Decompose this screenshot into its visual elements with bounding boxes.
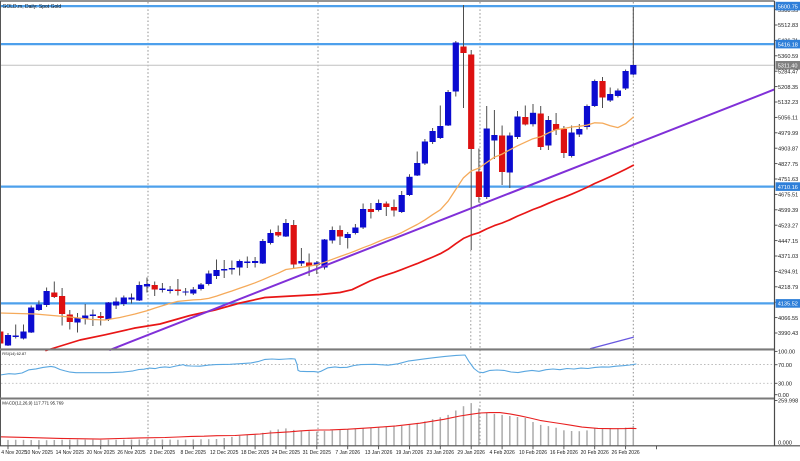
svg-text:4751.63: 4751.63 bbox=[778, 177, 798, 183]
svg-text:5132.23: 5132.23 bbox=[778, 100, 798, 106]
svg-text:5600.75: 5600.75 bbox=[778, 4, 798, 10]
svg-text:8 Dec 2025: 8 Dec 2025 bbox=[181, 450, 207, 456]
svg-text:GOLD.m, Daily: Spot Gold: GOLD.m, Daily: Spot Gold bbox=[3, 4, 62, 10]
svg-text:31 Dec 2025: 31 Dec 2025 bbox=[303, 450, 332, 456]
svg-text:5056.11: 5056.11 bbox=[778, 116, 798, 122]
svg-text:70.00: 70.00 bbox=[778, 363, 792, 369]
svg-text:4135.52: 4135.52 bbox=[778, 302, 798, 308]
svg-text:16 Feb 2026: 16 Feb 2026 bbox=[550, 450, 578, 456]
svg-text:18 Dec 2025: 18 Dec 2025 bbox=[241, 450, 270, 456]
svg-text:4 Nov 2025: 4 Nov 2025 bbox=[1, 450, 27, 456]
svg-text:14 Nov 2025: 14 Nov 2025 bbox=[56, 450, 85, 456]
svg-text:5360.59: 5360.59 bbox=[778, 54, 798, 60]
svg-text:259.998: 259.998 bbox=[778, 399, 798, 405]
svg-text:3990.43: 3990.43 bbox=[778, 331, 798, 337]
svg-text:20 Feb 2026: 20 Feb 2026 bbox=[581, 450, 609, 456]
svg-text:4371.03: 4371.03 bbox=[778, 254, 798, 260]
svg-text:5416.18: 5416.18 bbox=[778, 42, 798, 48]
svg-text:29 Jan 2026: 29 Jan 2026 bbox=[457, 450, 485, 456]
svg-text:4903.87: 4903.87 bbox=[778, 146, 798, 152]
svg-text:4447.15: 4447.15 bbox=[778, 239, 798, 245]
svg-text:26 Nov 2025: 26 Nov 2025 bbox=[117, 450, 146, 456]
svg-text:5512.83: 5512.83 bbox=[778, 23, 798, 29]
svg-text:4218.79: 4218.79 bbox=[778, 285, 798, 291]
svg-text:4710.16: 4710.16 bbox=[778, 185, 798, 191]
svg-text:5284.47: 5284.47 bbox=[778, 69, 798, 75]
svg-text:4294.91: 4294.91 bbox=[778, 270, 798, 276]
svg-text:100.00: 100.00 bbox=[778, 350, 795, 356]
svg-text:13 Jan 2026: 13 Jan 2026 bbox=[365, 450, 393, 456]
svg-text:MACD(12,26,9) 117.771 95.769: MACD(12,26,9) 117.771 95.769 bbox=[2, 401, 64, 406]
svg-text:19 Jan 2026: 19 Jan 2026 bbox=[396, 450, 424, 456]
svg-text:0.00: 0.00 bbox=[778, 393, 789, 399]
svg-text:7 Jan 2026: 7 Jan 2026 bbox=[335, 450, 360, 456]
svg-text:4979.99: 4979.99 bbox=[778, 131, 798, 137]
svg-text:5208.35: 5208.35 bbox=[778, 85, 798, 91]
svg-text:23 Jan 2026: 23 Jan 2026 bbox=[427, 450, 455, 456]
svg-text:4523.27: 4523.27 bbox=[778, 223, 798, 229]
svg-text:2 Dec 2025: 2 Dec 2025 bbox=[150, 450, 176, 456]
svg-text:4599.39: 4599.39 bbox=[778, 208, 798, 214]
svg-text:4827.75: 4827.75 bbox=[778, 162, 798, 168]
svg-text:4675.51: 4675.51 bbox=[778, 193, 798, 199]
svg-text:12 Dec 2025: 12 Dec 2025 bbox=[210, 450, 239, 456]
svg-text:RSI(14) 62.87: RSI(14) 62.87 bbox=[2, 352, 26, 356]
svg-text:20 Nov 2025: 20 Nov 2025 bbox=[87, 450, 116, 456]
svg-text:5311.40: 5311.40 bbox=[778, 64, 798, 70]
svg-text:5588.95: 5588.95 bbox=[778, 8, 798, 14]
svg-text:10 Nov 2025: 10 Nov 2025 bbox=[25, 450, 54, 456]
svg-text:10 Feb 2026: 10 Feb 2026 bbox=[519, 450, 547, 456]
svg-text:30.00: 30.00 bbox=[778, 382, 792, 388]
svg-text:26 Feb 2026: 26 Feb 2026 bbox=[612, 450, 640, 456]
svg-text:4 Feb 2026: 4 Feb 2026 bbox=[489, 450, 515, 456]
svg-text:4066.55: 4066.55 bbox=[778, 316, 798, 322]
svg-text:0.000: 0.000 bbox=[778, 441, 792, 447]
svg-text:24 Dec 2025: 24 Dec 2025 bbox=[272, 450, 301, 456]
